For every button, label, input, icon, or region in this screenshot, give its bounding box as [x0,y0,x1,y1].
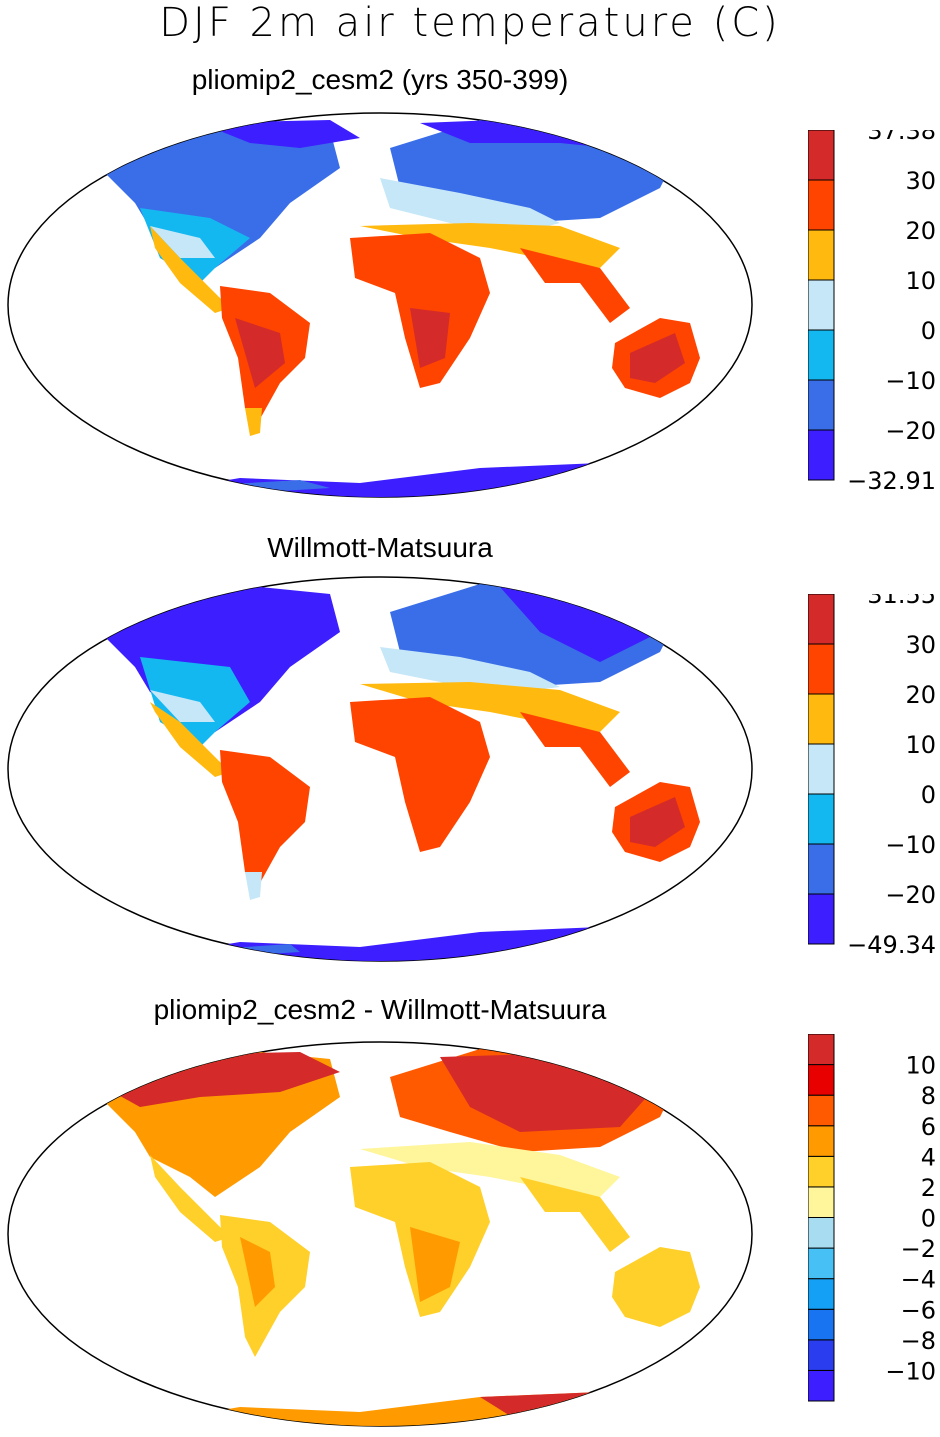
colorbar-segment [808,1308,835,1341]
panel-1-map [7,112,753,498]
colorbar-label: 20 [905,681,936,709]
colorbar-segment [808,1278,835,1310]
colorbar-label: 4 [921,1143,936,1171]
colorbar-segment [808,1247,835,1280]
colorbar-segment [808,1217,835,1249]
north-america [90,120,340,268]
colorbar-segment [808,379,835,431]
colorbar-label: 0 [921,781,936,809]
colorbar-segment [808,793,835,845]
panel-2-colorbar: 31.55 30 20 10 0 −10 −20 −49.34 [808,594,936,959]
colorbar-label: 2 [921,1174,936,1202]
colorbar-segment [808,279,835,331]
colorbar-label: 8 [921,1082,936,1110]
colorbar-label: 10 [905,731,936,759]
colorbar-segment [808,1125,835,1157]
panel-1-colorbar: 37.38 30 20 10 0 −10 −20 −32.91 [808,130,936,495]
colorbar-segment [808,130,835,181]
colorbar-segment [808,1094,835,1127]
colorbar-label: −10 [885,367,936,395]
colorbar-segment [808,693,835,745]
colorbar-label: 6 [921,1113,936,1141]
colorbar-segment [808,643,835,695]
colorbar-label: 30 [905,167,936,195]
colorbar-label: −4 [901,1266,936,1294]
colorbar-label: 30 [905,631,936,659]
colorbar-label: 10 [905,267,936,295]
panel-2-map [7,576,753,962]
colorbar-label: 0 [921,1205,936,1233]
panel-3-colorbar: 108 64 2 0−2 −4−6 −8−10 [808,1034,936,1402]
panel-3-title: pliomip2_cesm2 - Willmott-Matsuura [153,994,607,1025]
colorbar-label: 0 [921,317,936,345]
colorbar-label: −8 [901,1327,936,1355]
colorbar-segment [808,1034,835,1066]
eurasia-mid [380,178,560,233]
colorbar-segment [808,179,835,231]
colorbar-label: −20 [885,417,936,445]
colorbar-label: 20 [905,217,936,245]
colorbar-segment [808,843,835,895]
colorbar-segment [808,429,835,481]
colorbar-segment [808,229,835,281]
colorbar-segment [808,1339,835,1371]
figure-title: DJF 2m air temperature (C) [159,0,781,46]
colorbar-segment [808,893,835,945]
colorbar-label: 31.55 [867,594,936,609]
colorbar-label: −6 [901,1296,936,1324]
colorbar-segment [808,594,835,645]
colorbar-segment [808,1369,835,1402]
colorbar-label: 10 [905,1052,936,1080]
colorbar-segment [808,1186,835,1219]
colorbar-label: −10 [885,831,936,859]
colorbar-segment [808,1064,835,1096]
colorbar-label: −10 [885,1357,936,1385]
colorbar-label: −2 [901,1235,936,1263]
central-america [150,226,230,313]
south-asia [520,248,630,323]
colorbar-segment [808,743,835,795]
colorbar-label: −20 [885,881,936,909]
colorbar-label: 37.38 [867,130,936,145]
colorbar-label: −32.91 [847,467,936,495]
colorbar-segment [808,1155,835,1188]
colorbar-segment [808,329,835,381]
colorbar-label: −49.34 [847,931,936,959]
panel-2-title: Willmott-Matsuura [267,532,493,563]
panel-1-title: pliomip2_cesm2 (yrs 350-399) [191,64,569,95]
panel-3-map [7,1041,753,1427]
